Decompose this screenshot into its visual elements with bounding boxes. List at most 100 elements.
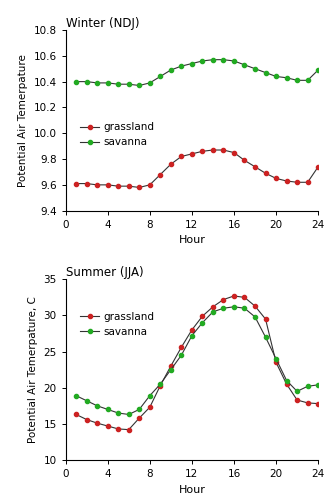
- savanna: [285, 74, 289, 80]
- savanna: [306, 78, 310, 84]
- grassland: [200, 148, 204, 154]
- savanna: [116, 81, 120, 87]
- grassland: [116, 426, 120, 432]
- Text: Winter (NDJ): Winter (NDJ): [66, 17, 139, 30]
- savanna: [85, 78, 89, 84]
- grassland: [232, 150, 236, 156]
- Line: grassland: grassland: [74, 294, 320, 432]
- grassland: [148, 182, 152, 188]
- grassland: [116, 183, 120, 189]
- grassland: [158, 172, 162, 177]
- grassland: [106, 423, 110, 429]
- savanna: [74, 78, 78, 84]
- savanna: [295, 78, 299, 84]
- savanna: [179, 63, 183, 69]
- savanna: [232, 58, 236, 64]
- savanna: [221, 56, 225, 62]
- grassland: [316, 164, 320, 170]
- grassland: [74, 412, 78, 418]
- savanna: [127, 81, 131, 87]
- grassland: [179, 154, 183, 160]
- grassland: [316, 400, 320, 406]
- grassland: [295, 180, 299, 186]
- grassland: [264, 316, 268, 322]
- savanna: [211, 309, 215, 315]
- savanna: [169, 366, 173, 372]
- savanna: [274, 356, 278, 362]
- savanna: [137, 406, 141, 412]
- savanna: [242, 305, 246, 311]
- savanna: [106, 406, 110, 412]
- savanna: [158, 74, 162, 80]
- savanna: [274, 74, 278, 80]
- savanna: [106, 80, 110, 86]
- savanna: [179, 352, 183, 358]
- Y-axis label: Potential Air Temerpature: Potential Air Temerpature: [18, 54, 28, 187]
- grassland: [211, 147, 215, 153]
- Line: savanna: savanna: [74, 58, 320, 88]
- Line: grassland: grassland: [74, 148, 320, 190]
- grassland: [285, 178, 289, 184]
- grassland: [127, 183, 131, 189]
- savanna: [232, 304, 236, 310]
- savanna: [306, 384, 310, 390]
- grassland: [137, 184, 141, 190]
- Text: Summer (JJA): Summer (JJA): [66, 266, 143, 280]
- savanna: [190, 332, 194, 338]
- Legend: grassland, savanna: grassland, savanna: [78, 310, 156, 339]
- X-axis label: Hour: Hour: [178, 484, 205, 494]
- grassland: [200, 313, 204, 319]
- savanna: [211, 56, 215, 62]
- grassland: [74, 180, 78, 186]
- grassland: [242, 294, 246, 300]
- savanna: [295, 388, 299, 394]
- savanna: [158, 381, 162, 387]
- grassland: [190, 151, 194, 157]
- grassland: [221, 147, 225, 153]
- savanna: [253, 66, 257, 71]
- grassland: [264, 170, 268, 176]
- grassland: [158, 382, 162, 388]
- savanna: [127, 412, 131, 418]
- savanna: [253, 314, 257, 320]
- savanna: [285, 378, 289, 384]
- savanna: [74, 392, 78, 398]
- savanna: [137, 82, 141, 88]
- savanna: [85, 398, 89, 404]
- savanna: [200, 58, 204, 64]
- savanna: [200, 320, 204, 326]
- grassland: [295, 397, 299, 403]
- savanna: [190, 60, 194, 66]
- grassland: [306, 180, 310, 186]
- grassland: [253, 164, 257, 170]
- grassland: [190, 327, 194, 333]
- savanna: [148, 392, 152, 398]
- Line: savanna: savanna: [74, 304, 320, 416]
- grassland: [274, 176, 278, 182]
- savanna: [95, 80, 99, 86]
- grassland: [253, 303, 257, 309]
- savanna: [221, 305, 225, 311]
- grassland: [127, 426, 131, 432]
- grassland: [95, 182, 99, 188]
- grassland: [85, 180, 89, 186]
- savanna: [116, 410, 120, 416]
- grassland: [221, 296, 225, 302]
- grassland: [137, 415, 141, 421]
- grassland: [106, 182, 110, 188]
- savanna: [242, 62, 246, 68]
- grassland: [85, 416, 89, 422]
- grassland: [274, 360, 278, 366]
- grassland: [211, 304, 215, 310]
- savanna: [95, 403, 99, 409]
- grassland: [232, 293, 236, 299]
- X-axis label: Hour: Hour: [178, 236, 205, 246]
- savanna: [264, 70, 268, 75]
- grassland: [148, 404, 152, 410]
- grassland: [179, 344, 183, 350]
- savanna: [148, 80, 152, 86]
- grassland: [285, 381, 289, 387]
- savanna: [169, 67, 173, 73]
- grassland: [169, 161, 173, 167]
- grassland: [169, 363, 173, 369]
